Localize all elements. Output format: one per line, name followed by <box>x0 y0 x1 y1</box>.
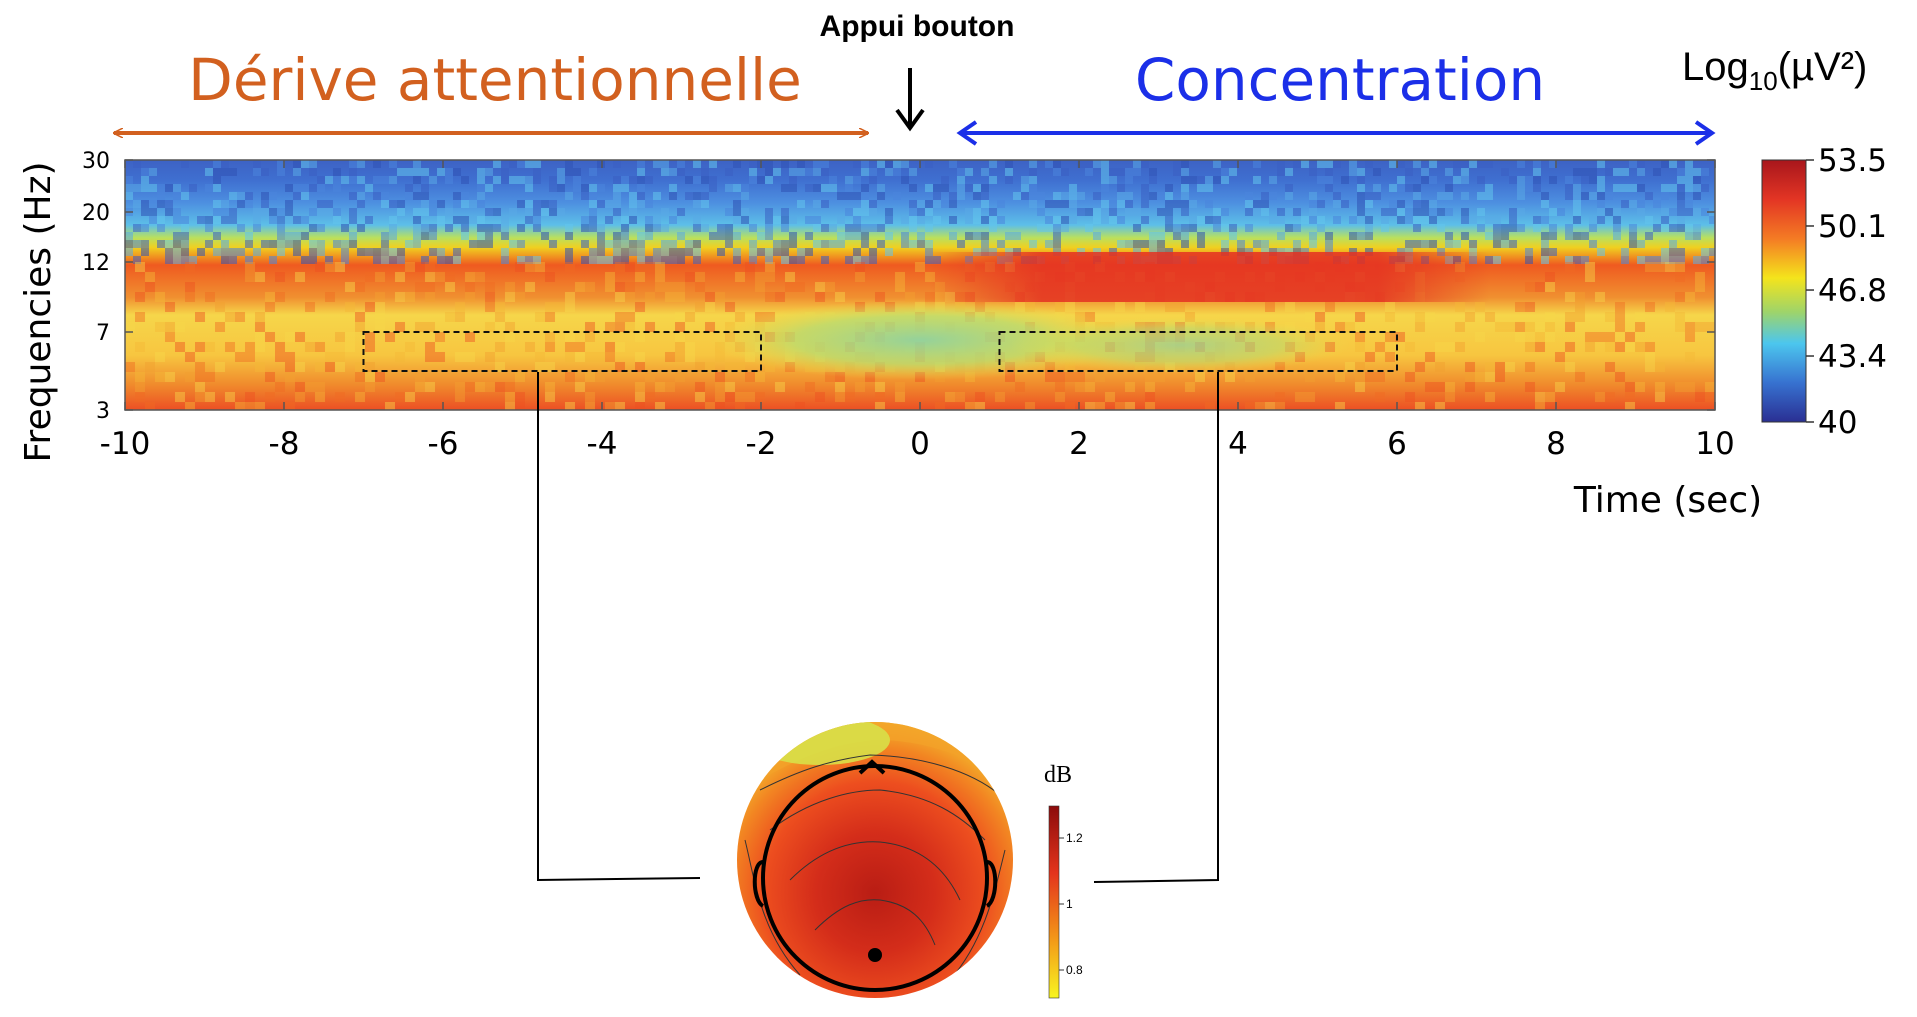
spectrogram <box>125 160 1715 410</box>
x-tick-labels: -10 -8 -6 -4 -2 0 2 4 6 8 10 <box>100 160 1735 462</box>
x-tick-label: -2 <box>746 426 777 462</box>
y-tick-labels: 3 7 12 20 30 <box>82 149 1715 424</box>
x-tick-label: -6 <box>428 426 459 462</box>
y-tick-label: 12 <box>82 251 110 276</box>
x-tick-label: 2 <box>1069 426 1089 462</box>
mind-wandering-label: Dérive attentionnelle <box>188 46 802 114</box>
db-colorbar <box>1048 805 1060 999</box>
connector-left <box>537 372 701 882</box>
button-press-arrow <box>895 68 925 132</box>
concentration-label: Concentration <box>1135 46 1545 114</box>
db-tick-label: 1 <box>1066 897 1073 911</box>
db-colorbar-ticks: 1.2 1 0.8 <box>1059 831 1083 977</box>
x-tick-label: -10 <box>100 426 151 462</box>
selection-boxes <box>362 331 1398 372</box>
selection-box <box>362 331 762 372</box>
connector-right <box>1093 372 1219 883</box>
db-tick-label: 1.2 <box>1066 831 1083 845</box>
x-axis-label: Time (sec) <box>1573 480 1762 521</box>
y-tick-label: 3 <box>96 399 110 424</box>
db-tick-label: 0.8 <box>1066 963 1083 977</box>
x-tick-label: 0 <box>910 426 930 462</box>
topomap <box>737 722 1013 998</box>
y-axis-label: Frequencies (Hz) <box>18 161 59 462</box>
y-tick-label: 20 <box>82 201 110 226</box>
selection-box <box>998 331 1398 372</box>
x-tick-label: 6 <box>1387 426 1407 462</box>
x-tick-label: 10 <box>1695 426 1734 462</box>
colorbar-ticks: 53.5 50.1 46.8 43.4 40 <box>1806 143 1887 441</box>
colorbar-tick-label: 43.4 <box>1818 339 1887 375</box>
colorbar-tick-label: 53.5 <box>1818 143 1887 179</box>
concentration-arrow <box>956 120 1716 146</box>
colorbar-tick-label: 40 <box>1818 405 1857 441</box>
db-label: dB <box>1044 762 1072 788</box>
x-tick-label: -4 <box>587 426 618 462</box>
x-tick-label: -8 <box>269 426 300 462</box>
y-tick-label: 7 <box>96 321 110 346</box>
y-tick-label: 30 <box>82 149 110 174</box>
colorbar-unit-label: Log10(µV²) <box>1682 45 1867 96</box>
x-tick-label: 4 <box>1228 426 1248 462</box>
x-tick-label: 8 <box>1546 426 1566 462</box>
colorbar-tick-label: 46.8 <box>1818 273 1887 309</box>
colorbar <box>1761 159 1807 423</box>
colorbar-tick-label: 50.1 <box>1818 209 1887 245</box>
button-press-label: Appui bouton <box>820 10 1015 43</box>
